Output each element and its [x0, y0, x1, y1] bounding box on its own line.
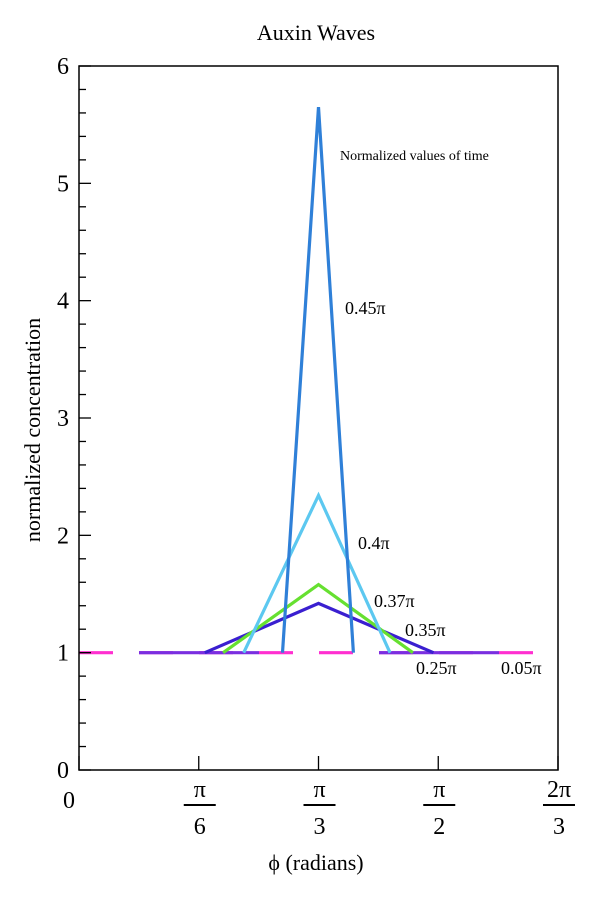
y-tick-label: 5: [57, 171, 69, 197]
x-tick-denominator: 6: [194, 814, 206, 840]
y-tick-label: 4: [57, 289, 69, 315]
series-label: 0.45π: [345, 298, 386, 318]
series-label: 0.05π: [501, 658, 542, 678]
x-tick-numerator: π: [313, 777, 325, 803]
plot-frame: [78, 65, 559, 771]
series-layer: [79, 106, 558, 655]
x-tick-denominator: 3: [314, 814, 326, 840]
y-tick-label: 1: [57, 641, 69, 667]
series-line-4: [242, 491, 392, 654]
legend-title: Normalized values of time: [340, 149, 489, 164]
x-tick-numerator: π: [433, 777, 445, 803]
series-line-2: [204, 601, 435, 655]
x-tick-numerator: 2π: [547, 777, 571, 803]
x-tick-denominator: 3: [553, 814, 565, 840]
series-line-5: [280, 106, 355, 653]
x-tick-denominator: 2: [433, 814, 445, 840]
series-label: 0.4π: [358, 533, 390, 553]
x-tick-label: 0: [63, 788, 75, 814]
x-tick-numerator: π: [194, 777, 206, 803]
y-tick-label: 3: [57, 406, 69, 432]
series-label: 0.35π: [405, 620, 446, 640]
chart-title: Auxin Waves: [257, 20, 375, 45]
y-tick-label: 0: [57, 758, 69, 784]
y-tick-label: 2: [57, 523, 69, 549]
x-axis: 0 π 6 π 3 π 2 2π 3: [63, 756, 575, 840]
x-axis-label: ϕ (radians): [268, 850, 363, 875]
y-axis-label: normalized concentration: [20, 318, 45, 542]
series-label: 0.25π: [416, 658, 457, 678]
y-tick-label: 6: [57, 54, 69, 80]
series-label: 0.37π: [374, 591, 415, 611]
series-labels: 0.05π 0.25π 0.35π 0.37π 0.4π 0.45π: [345, 298, 542, 678]
y-axis: 0 1 2 3 4 5 6: [57, 54, 91, 784]
